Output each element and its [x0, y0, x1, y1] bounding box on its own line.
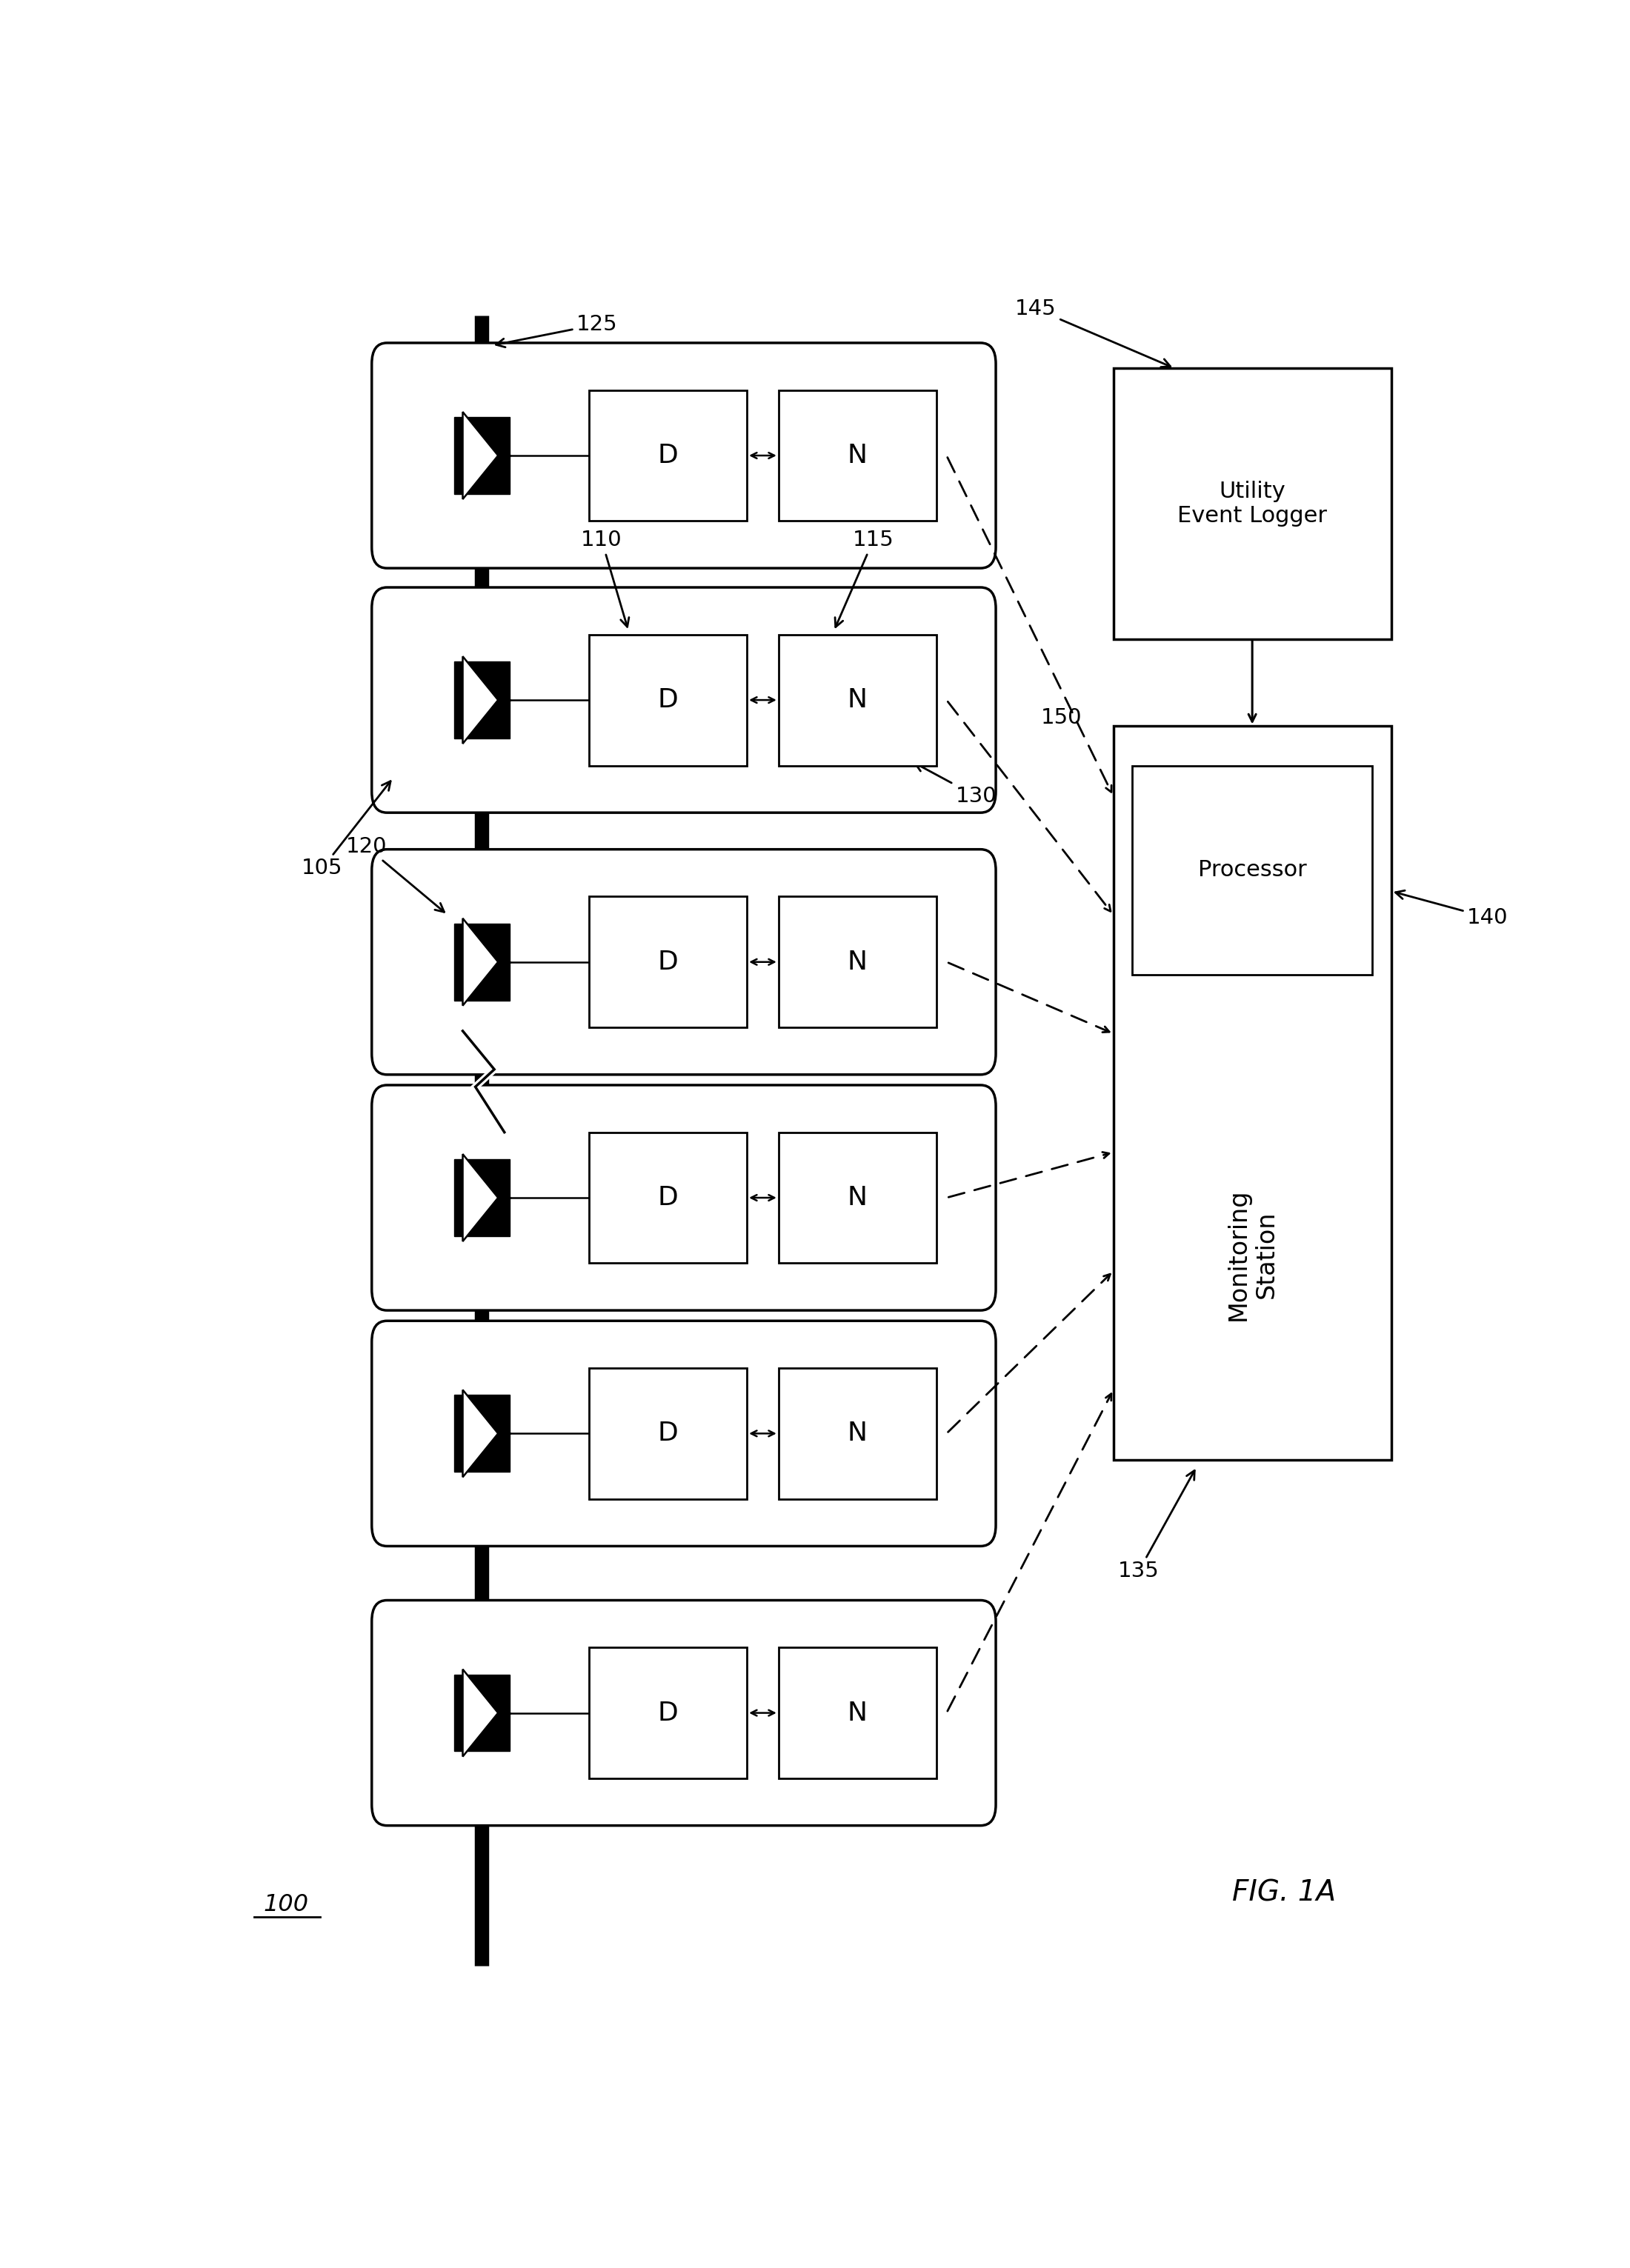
Bar: [779, 1132, 936, 1263]
Bar: [453, 662, 510, 739]
Text: N: N: [848, 687, 867, 712]
Text: FIG. 1A: FIG. 1A: [1232, 1878, 1335, 1907]
Bar: [779, 390, 936, 522]
Bar: [779, 635, 936, 767]
Bar: [1133, 767, 1372, 975]
Text: N: N: [848, 950, 867, 975]
Text: 120: 120: [346, 837, 445, 912]
Text: N: N: [848, 1186, 867, 1211]
Text: D: D: [659, 1701, 678, 1726]
FancyBboxPatch shape: [372, 587, 996, 812]
Text: Utility
Event Logger: Utility Event Logger: [1177, 481, 1327, 526]
Text: 130: 130: [914, 764, 996, 807]
Bar: [588, 390, 747, 522]
Polygon shape: [463, 919, 499, 1005]
Text: 145: 145: [1015, 299, 1170, 367]
Bar: [588, 896, 747, 1027]
Text: D: D: [659, 687, 678, 712]
Bar: [588, 635, 747, 767]
Polygon shape: [463, 1669, 499, 1755]
FancyBboxPatch shape: [372, 1601, 996, 1826]
Bar: [779, 896, 936, 1027]
Polygon shape: [463, 1390, 499, 1476]
Bar: [1113, 726, 1390, 1461]
Text: D: D: [659, 1186, 678, 1211]
Bar: [453, 923, 510, 1000]
Text: 140: 140: [1395, 891, 1508, 928]
Text: Processor: Processor: [1198, 860, 1307, 880]
Bar: [588, 1132, 747, 1263]
FancyBboxPatch shape: [372, 1084, 996, 1311]
Bar: [588, 1368, 747, 1499]
Polygon shape: [463, 413, 499, 499]
Bar: [453, 1674, 510, 1751]
FancyBboxPatch shape: [372, 848, 996, 1075]
Text: 105: 105: [302, 780, 391, 878]
Text: 115: 115: [835, 531, 893, 626]
Text: N: N: [848, 1701, 867, 1726]
Bar: [453, 1395, 510, 1472]
Polygon shape: [463, 655, 499, 744]
Text: D: D: [659, 1420, 678, 1447]
Text: D: D: [659, 442, 678, 467]
Text: 100: 100: [262, 1894, 308, 1916]
Bar: [588, 1647, 747, 1778]
Bar: [779, 1647, 936, 1778]
Text: 125: 125: [496, 315, 618, 347]
Polygon shape: [463, 1154, 499, 1241]
Bar: [453, 417, 510, 494]
Text: N: N: [848, 442, 867, 467]
Bar: [453, 1159, 510, 1236]
Text: 135: 135: [1118, 1470, 1195, 1581]
Text: N: N: [848, 1420, 867, 1447]
FancyBboxPatch shape: [372, 342, 996, 569]
Text: 150: 150: [1040, 708, 1082, 728]
Text: D: D: [659, 950, 678, 975]
Bar: [1113, 367, 1390, 640]
Text: 110: 110: [580, 531, 629, 626]
FancyBboxPatch shape: [372, 1320, 996, 1547]
Bar: [779, 1368, 936, 1499]
Text: Monitoring
Station: Monitoring Station: [1226, 1188, 1278, 1320]
